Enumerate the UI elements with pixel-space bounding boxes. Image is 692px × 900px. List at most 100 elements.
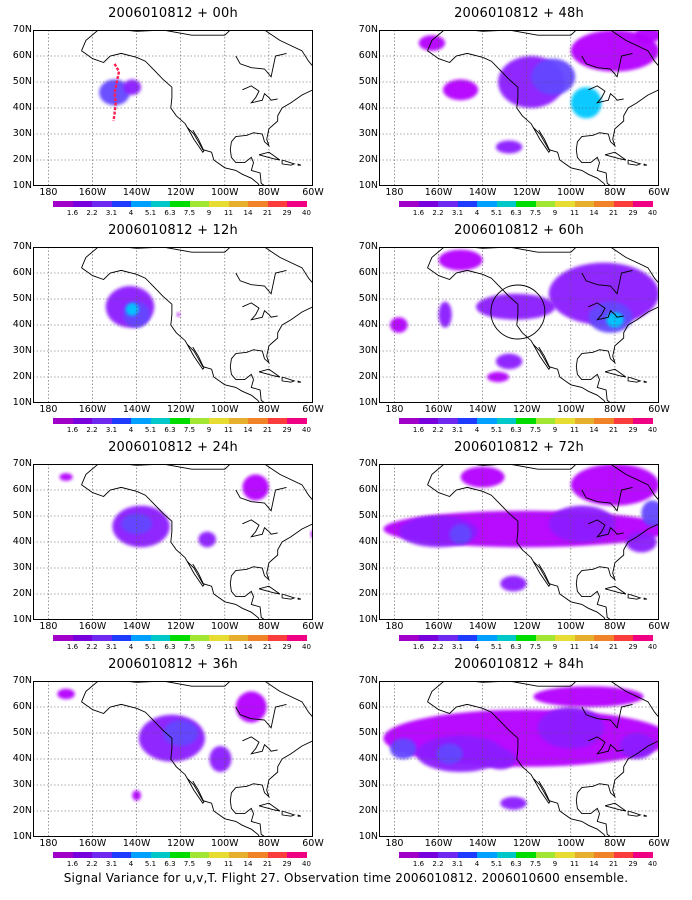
colorbar-swatch: [438, 635, 458, 641]
coastline: [427, 681, 659, 837]
colorbar-label: 1.6: [66, 209, 79, 217]
colorbar-label: 21: [609, 860, 618, 868]
coastline: [235, 486, 287, 512]
lon-tick-label: 80W: [258, 404, 280, 415]
lon-tick-label: 80W: [258, 838, 280, 849]
lat-tick-label: 20N: [358, 805, 378, 816]
lat-tick-label: 10N: [358, 831, 378, 842]
colorbar-swatch: [399, 852, 419, 858]
lon-tick-label: 60W: [302, 187, 324, 198]
lon-tick-label: 60W: [302, 621, 324, 632]
colorbar-label: 4: [128, 209, 134, 217]
variance-contour: [132, 790, 142, 801]
lat-tick-label: 10N: [358, 614, 378, 625]
map-area: [33, 247, 313, 403]
colorbar-swatch: [496, 635, 516, 641]
map-canvas: [33, 30, 313, 186]
colorbar-label: 14: [589, 643, 599, 651]
colorbar-swatch: [72, 635, 92, 641]
colorbar-label: 6.3: [510, 860, 522, 868]
colorbar-label: 29: [628, 860, 638, 868]
colorbar-label: 5.1: [490, 643, 503, 651]
variance-contour: [533, 686, 644, 707]
lon-tick-label: 160W: [78, 838, 107, 849]
colorbar-label: 11: [224, 860, 233, 868]
colorbar-label: 29: [628, 209, 638, 217]
coastline: [297, 597, 302, 600]
coastline: [604, 368, 627, 378]
lat-tick-label: 30N: [12, 345, 32, 356]
colorbar-swatch: [418, 201, 438, 207]
colorbar-label: 6.3: [164, 426, 176, 434]
variance-contour: [634, 30, 659, 43]
variance-contour: [619, 733, 655, 759]
map-area: [379, 681, 659, 837]
lon-tick-label: 160W: [424, 621, 453, 632]
coastline: [242, 736, 278, 755]
lat-tick-label: 20N: [358, 371, 378, 382]
coastline: [604, 585, 627, 595]
colorbar-swatch: [267, 852, 287, 858]
lat-tick-label: 70N: [358, 458, 378, 469]
coastline: [186, 127, 205, 153]
lat-tick-label: 20N: [12, 371, 32, 382]
lon-tick-label: 140W: [468, 621, 497, 632]
coastline: [81, 464, 313, 620]
colorbar-swatch: [209, 852, 229, 858]
lat-tick-label: 70N: [12, 458, 32, 469]
coastline: [81, 484, 261, 620]
coastline: [186, 561, 205, 587]
colorbar-label: 7.5: [529, 860, 542, 868]
lat-tick-label: 30N: [12, 562, 32, 573]
colorbar-swatch: [170, 201, 190, 207]
map-frame: [33, 464, 313, 620]
colorbar-swatch: [92, 635, 112, 641]
colorbar-label: 21: [263, 209, 272, 217]
map-area: [379, 30, 659, 186]
colorbar-label: 2.2: [432, 643, 444, 651]
colorbar-swatch: [189, 852, 209, 858]
lat-tick-label: 30N: [358, 128, 378, 139]
coastline: [258, 585, 281, 595]
colorbar-swatch: [633, 418, 653, 424]
coastline: [581, 269, 633, 295]
map-canvas: [33, 247, 313, 403]
colorbar-swatch: [418, 418, 438, 424]
lat-tick-label: 30N: [358, 345, 378, 356]
map-area: [33, 30, 313, 186]
colorbar-label: 40: [648, 643, 657, 651]
colorbar-swatch: [516, 852, 536, 858]
map-panel: 2006010812 + 72h 70N 60N 50N 40N 30N 20N 10N 180…: [346, 434, 692, 651]
map-area: [379, 464, 659, 620]
figure-caption: Signal Variance for u,v,T. Flight 27. Ob…: [63, 871, 629, 885]
lat-tick-label: 50N: [12, 293, 32, 304]
variance-contour: [484, 748, 516, 770]
coastline: [258, 151, 281, 161]
variance-contour: [500, 796, 527, 810]
colorbar-label: 2.2: [86, 860, 98, 868]
coastline: [627, 159, 642, 166]
coastline: [581, 486, 633, 512]
variance-contour: [390, 738, 417, 759]
colorbar-label: 11: [224, 209, 233, 217]
coastline: [258, 802, 281, 812]
map-canvas: [379, 30, 659, 186]
lon-tick-label: 100W: [557, 187, 585, 198]
lon-tick-label: 140W: [468, 187, 497, 198]
colorbar-swatch: [92, 201, 112, 207]
variance-contour: [548, 262, 659, 325]
colorbar-label: 6.3: [164, 209, 176, 217]
map-panel: 2006010812 + 24h 70N 60N 50N 40N 30N 20N 10N 180…: [0, 434, 346, 651]
lon-tick-label: 140W: [122, 621, 151, 632]
variance-contour: [495, 353, 523, 370]
lat-tick-label: 70N: [358, 675, 378, 686]
colorbar-label: 29: [282, 209, 292, 217]
colorbar-label: 5.1: [490, 209, 503, 217]
colorbar-label: 40: [302, 209, 311, 217]
colorbar-label: 7.5: [183, 860, 196, 868]
coastline: [81, 30, 313, 186]
colorbar-swatch: [228, 201, 248, 207]
lat-tick-label: 20N: [358, 588, 378, 599]
colorbar-label: 2.2: [86, 426, 98, 434]
lon-tick-label: 100W: [211, 187, 239, 198]
